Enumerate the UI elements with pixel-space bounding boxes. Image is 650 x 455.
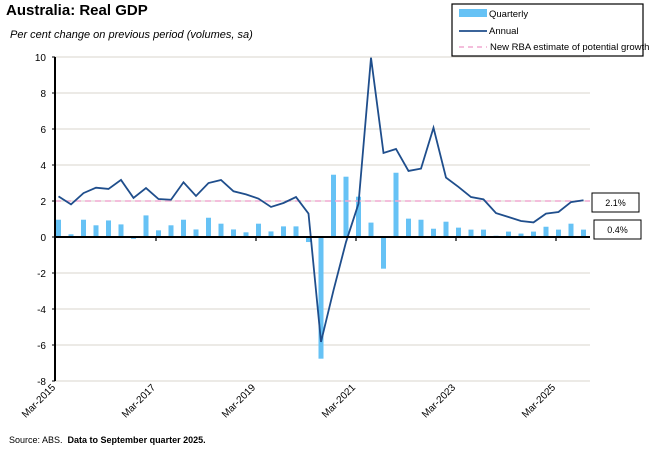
x-tick-label: Mar-2021 [320, 382, 358, 420]
quarterly-bar [468, 229, 474, 237]
x-tick-label: Mar-2017 [120, 382, 158, 420]
y-tick-label: 2 [40, 197, 46, 208]
legend-quarterly-label: Quarterly [489, 9, 528, 20]
quarterly-bar [81, 219, 86, 237]
value-label-box [591, 192, 640, 213]
value-label-box [593, 219, 642, 240]
quarterly-bar [243, 232, 249, 237]
quarterly-bar [256, 223, 261, 237]
y-tick-label: -4 [37, 305, 46, 316]
legend-potential-label: New RBA estimate of potential growth [490, 42, 649, 53]
quarterly-bar [206, 217, 211, 237]
annual-line [58, 57, 584, 343]
quarterly-bar [431, 228, 436, 237]
quarterly-bar [343, 176, 349, 237]
x-tick-label: Mar-2025 [520, 382, 558, 420]
chart-title: Australia: Real GDP [6, 2, 148, 19]
y-tick-label: 0 [40, 233, 46, 244]
quarterly-bar [368, 222, 374, 237]
quarterly-bar [268, 231, 274, 237]
y-tick-label: 8 [40, 89, 46, 100]
chart-subtitle: Per cent change on previous period (volu… [10, 29, 253, 41]
quarterly-bar [568, 223, 574, 237]
quarterly-bar [106, 220, 111, 237]
y-tick-label: -6 [37, 341, 46, 352]
quarterly-bar [281, 226, 286, 237]
quarterly-bar [356, 196, 361, 237]
quarterly-bar [218, 223, 224, 237]
legend-annual-label: Annual [489, 26, 519, 37]
value-label: 0.4% [607, 225, 628, 235]
quarterly-bar [443, 221, 449, 237]
x-tick-label: Mar-2019 [220, 382, 258, 420]
quarterly-bar [318, 237, 324, 359]
quarterly-bar [556, 229, 561, 237]
quarterly-bar [156, 230, 161, 237]
quarterly-bar [118, 224, 124, 237]
source-note: Source: ABS. Data to September quarter 2… [9, 435, 206, 445]
quarterly-bar [68, 234, 74, 237]
y-tick-label: 6 [40, 125, 46, 136]
quarterly-bar [381, 237, 386, 269]
quarterly-bar [168, 225, 174, 237]
quarterly-bar [93, 225, 99, 237]
source-bold: Data to September quarter 2025. [67, 435, 206, 445]
legend-box [451, 3, 644, 57]
quarterly-bar [181, 219, 186, 237]
quarterly-bar [581, 229, 586, 237]
quarterly-bar [481, 229, 486, 237]
quarterly-bar [56, 219, 61, 237]
quarterly-bar [418, 219, 424, 237]
quarterly-bar [456, 227, 461, 237]
x-tick-label: Mar-2023 [420, 382, 458, 420]
quarterly-bar [406, 218, 411, 237]
quarterly-bar [331, 174, 336, 237]
quarterly-bar [543, 226, 549, 237]
y-tick-label: -2 [37, 269, 46, 280]
quarterly-bar [531, 231, 536, 237]
y-tick-label: 10 [35, 53, 47, 64]
quarterly-bar [143, 215, 149, 237]
quarterly-bar [231, 229, 236, 237]
quarterly-bar [293, 226, 299, 237]
source-prefix: Source: ABS. [9, 435, 63, 445]
y-tick-label: 4 [40, 161, 46, 172]
quarterly-bar [506, 231, 511, 237]
quarterly-bar [518, 233, 524, 237]
quarterly-bar [193, 229, 199, 237]
value-label: 2.1% [605, 198, 626, 208]
legend-quarterly-swatch [459, 9, 487, 17]
quarterly-bar [393, 172, 399, 237]
y-tick-label: -8 [37, 377, 46, 388]
quarterly-bar [306, 237, 311, 243]
